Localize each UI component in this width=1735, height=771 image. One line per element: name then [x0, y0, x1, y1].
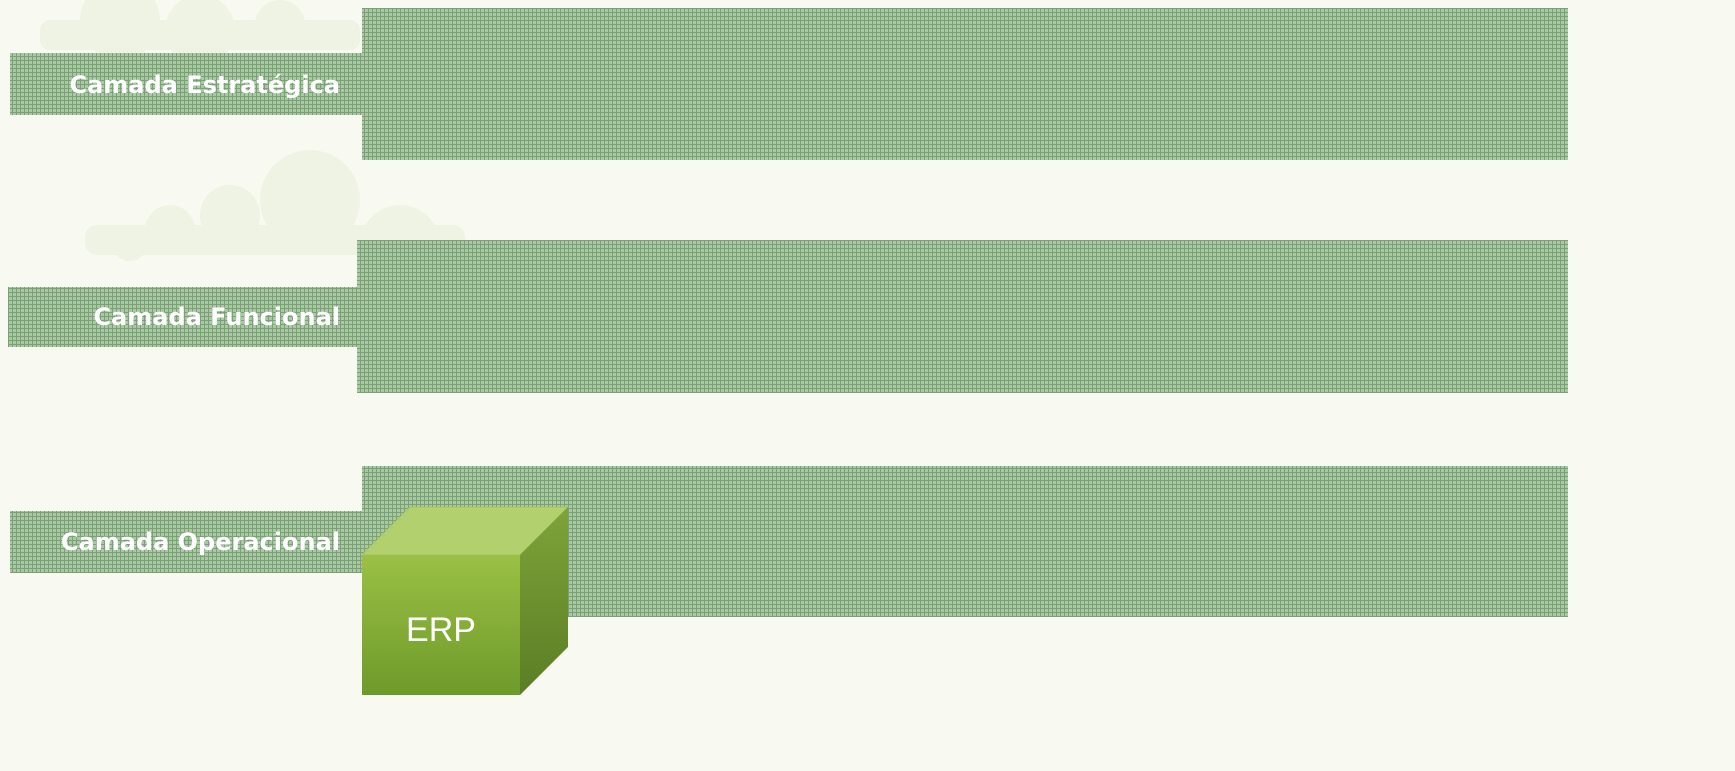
layer-label: Camada Operacional [61, 528, 340, 556]
slide: Camada Estratégica Camada Funcional Cama… [0, 0, 1735, 771]
layer-band [357, 240, 1568, 393]
cube: ERP [362, 507, 568, 695]
cube-label: ERP [406, 611, 476, 649]
layer-band [362, 8, 1568, 160]
layer-label: Camada Funcional [93, 303, 340, 331]
layer-label: Camada Estratégica [69, 71, 340, 99]
